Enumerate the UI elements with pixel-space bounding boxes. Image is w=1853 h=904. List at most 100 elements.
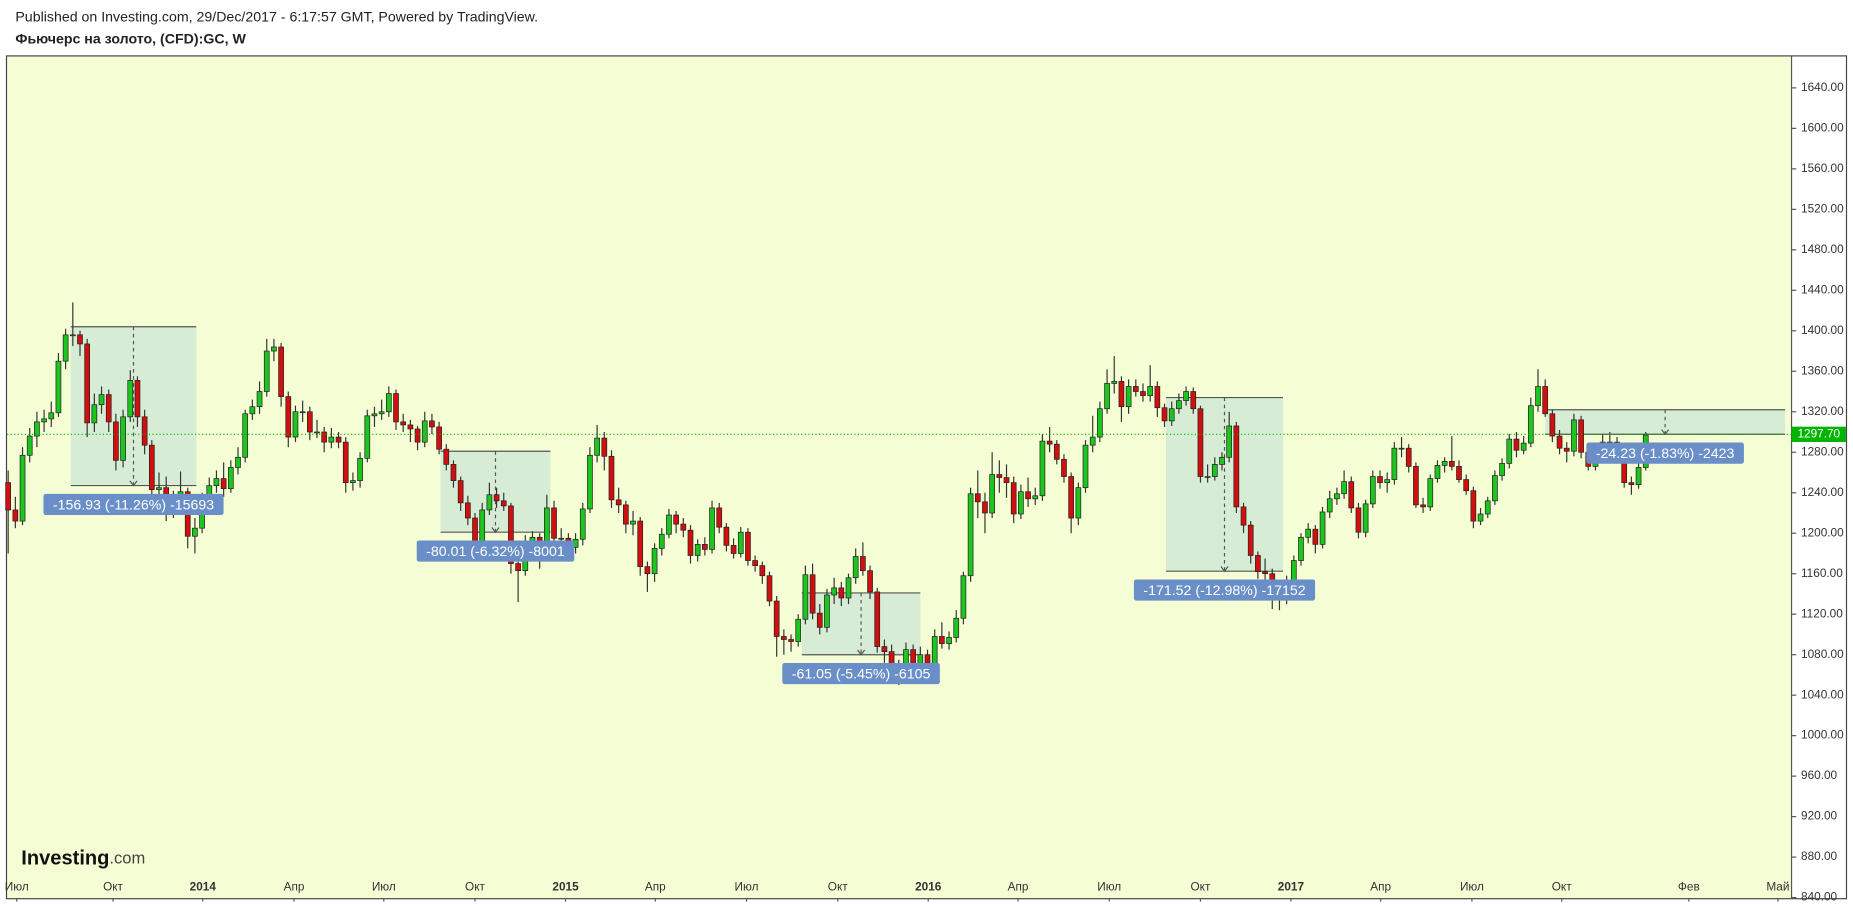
candle-body — [1025, 491, 1031, 500]
candle-body — [292, 411, 299, 438]
candle-body — [220, 478, 227, 490]
candle-body — [493, 494, 500, 502]
chart-title: Фьючерс на золото, (CFD):GC, W — [15, 31, 246, 47]
candle-body — [745, 531, 751, 561]
y-tick-label: 1040.00 — [1801, 688, 1844, 701]
y-tick-label: 1640.00 — [1801, 81, 1844, 94]
candle-body — [1434, 465, 1441, 479]
measure-label-box — [782, 662, 940, 685]
candle-body — [500, 500, 507, 507]
candle-body — [1535, 386, 1541, 407]
plot-layer: 840.00 880.00 920.00 960.00 1000.00 1040.00 10… — [5, 81, 1846, 904]
x-tick-label: Апр — [1008, 881, 1029, 894]
measure-arrow-head — [491, 527, 500, 534]
candle-body — [1477, 513, 1484, 522]
candle-body — [773, 600, 780, 637]
candle-body — [1441, 461, 1448, 466]
candle-body — [1226, 425, 1233, 458]
candle-body — [1571, 419, 1577, 452]
measure-label-box — [1133, 579, 1316, 601]
y-tick-label: 1000.00 — [1801, 729, 1844, 742]
candle-body — [788, 639, 794, 642]
candle-body — [69, 334, 76, 337]
x-tick-label: Июл — [735, 881, 759, 894]
x-tick-label: 2014 — [190, 881, 217, 894]
candle-body — [1046, 440, 1053, 445]
candle-body — [1125, 386, 1132, 408]
candle-body — [1204, 476, 1211, 478]
candle-body — [1305, 528, 1312, 538]
candle-body — [1132, 386, 1139, 392]
candle-body — [1219, 456, 1225, 465]
candle-body — [630, 520, 636, 525]
candle-body — [141, 416, 148, 446]
candle-body — [1068, 476, 1074, 519]
candle-body — [809, 574, 816, 614]
measure-label-box — [1586, 442, 1744, 464]
candle-body — [608, 455, 615, 501]
y-tick-label: 1080.00 — [1801, 648, 1844, 661]
candle-body — [120, 416, 126, 461]
x-tick-label: Окт — [103, 881, 123, 894]
last-price-label: 1297.70 — [1797, 427, 1840, 440]
candle-body — [5, 482, 12, 511]
candle-body — [1563, 447, 1570, 452]
candle-body — [278, 346, 284, 397]
candle-body — [1341, 481, 1347, 495]
last-price-tag — [1791, 426, 1846, 442]
y-tick-label: 1520.00 — [1801, 202, 1844, 215]
measure-arrow-head — [1661, 429, 1670, 436]
candle-body — [26, 435, 33, 456]
candle-body — [996, 474, 1003, 478]
candle-body — [579, 508, 586, 540]
candle-body — [666, 514, 672, 535]
candle-body — [1147, 386, 1153, 396]
candle-body — [702, 544, 708, 550]
candle-body — [148, 444, 155, 491]
candle-body — [1384, 479, 1391, 483]
candle-body — [98, 394, 105, 406]
candle-body — [673, 514, 679, 525]
candle-body — [12, 509, 19, 522]
candle-body — [1513, 438, 1520, 451]
watermark: Investing.com — [21, 848, 145, 870]
x-tick-label: Май — [1766, 881, 1789, 894]
x-tick-label: Апр — [645, 881, 666, 894]
candle-body — [429, 420, 435, 428]
y-tick-label: 1320.00 — [1801, 405, 1844, 418]
candle-body — [1240, 506, 1247, 526]
candle-body — [867, 570, 873, 593]
candle-body — [637, 520, 644, 567]
candle-body — [77, 334, 83, 345]
candle-body — [1039, 440, 1046, 497]
candle-body — [443, 448, 450, 465]
x-tick-label: Окт — [828, 881, 848, 894]
candle-body — [1061, 458, 1067, 477]
candle-body — [1448, 461, 1455, 467]
y-tick-label: 1560.00 — [1801, 162, 1844, 175]
candle-body — [1032, 495, 1039, 500]
candle-body — [989, 474, 995, 514]
candle-body — [1312, 528, 1319, 545]
candle-body — [1053, 443, 1060, 460]
candle-body — [953, 617, 960, 638]
candle-body — [1161, 407, 1168, 422]
x-tick-label: Апр — [1370, 881, 1391, 894]
measure-box — [440, 451, 551, 533]
candle-body — [41, 418, 47, 423]
candle-body — [350, 480, 356, 483]
candle-body — [1377, 476, 1383, 483]
candle-body — [1104, 383, 1110, 410]
candle-body — [623, 504, 629, 525]
candle-body — [1413, 466, 1419, 506]
candle-body — [91, 404, 98, 424]
candle-body — [874, 591, 881, 647]
y-tick-label: 1360.00 — [1801, 364, 1844, 377]
candle-body — [651, 548, 658, 575]
candle-body — [1298, 536, 1304, 561]
candle-body — [84, 343, 91, 424]
candle-body — [644, 566, 651, 575]
measure-label: -156.93 (-11.26%) -15693 — [53, 496, 214, 512]
candle-body — [594, 437, 600, 456]
y-tick-label: 1120.00 — [1801, 607, 1843, 620]
